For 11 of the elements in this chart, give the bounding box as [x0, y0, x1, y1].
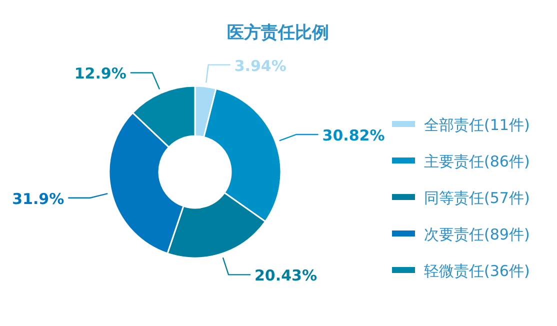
legend-label: 同等责任(57件)	[424, 189, 530, 207]
data-label: 20.43%	[254, 266, 317, 285]
legend-label: 全部责任(11件)	[424, 116, 530, 134]
data-label: 30.82%	[322, 126, 385, 144]
chart-title: 医方责任比例	[227, 23, 329, 43]
legend-label: 主要责任(86件)	[424, 152, 530, 170]
legend-label: 次要责任(89件)	[424, 226, 530, 244]
data-label: 31.9%	[12, 190, 64, 208]
data-label: 12.9%	[74, 64, 126, 83]
legend-label: 轻微责任(36件)	[424, 262, 530, 280]
data-label: 3.94%	[234, 56, 286, 75]
